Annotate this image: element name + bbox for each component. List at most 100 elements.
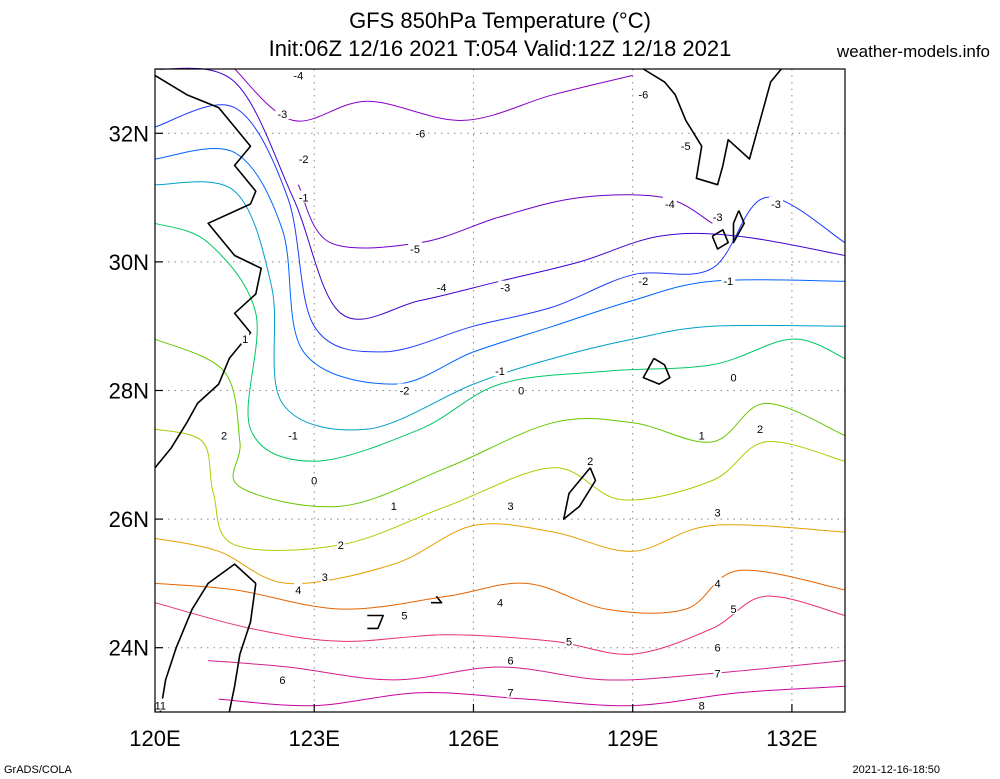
contour-label-bg (769, 197, 783, 210)
coastline (711, 229, 729, 250)
contour-label-bg (729, 602, 738, 615)
contour-line-2 (154, 428, 846, 551)
x-tick-label: 126E (448, 726, 499, 751)
contour-label-bg (389, 499, 398, 512)
grid-lines (154, 69, 845, 712)
contour-label: 5 (730, 604, 736, 616)
contour-label-bg (413, 126, 428, 139)
temperature-contours (154, 67, 846, 707)
contour-label-bg (291, 68, 306, 81)
contour-label: -2 (299, 154, 309, 166)
x-tick-label: 123E (289, 726, 340, 751)
contour-label: 5 (401, 611, 407, 623)
contour-label-bg (400, 608, 409, 621)
contour-label: 3 (322, 572, 328, 584)
contour-label: 3 (715, 508, 721, 520)
contour-label: -1 (495, 366, 505, 378)
contour-label-bg (697, 428, 706, 441)
contour-label-bg (713, 576, 722, 589)
contour-line--1 (154, 181, 846, 431)
contour-label-bg (275, 107, 290, 120)
footer-software: GrADS/COLA (4, 764, 72, 776)
site-watermark: weather-models.info (836, 42, 990, 61)
contour-line-4 (154, 569, 846, 614)
contour-line-3 (154, 523, 846, 585)
contour-line-7 (218, 685, 846, 707)
contour-label: 1 (699, 431, 705, 443)
coastline (228, 583, 257, 713)
contour-label-bg (678, 139, 693, 152)
contour-label-bg (713, 640, 722, 653)
contour-label: 1 (391, 501, 397, 513)
contour-label: 8 (699, 701, 705, 713)
x-tick-label: 120E (129, 726, 180, 751)
contour-label: 7 (508, 688, 514, 700)
contour-label: 2 (587, 456, 593, 468)
contour-label: -2 (638, 276, 648, 288)
contour-label-bg (498, 280, 513, 293)
contour-label-bg (713, 666, 722, 679)
contour-label: -4 (665, 199, 675, 211)
x-tick-label: 129E (607, 726, 658, 751)
y-tick-label: 24N (109, 636, 149, 661)
contour-label-bg (506, 499, 515, 512)
contour-label: -5 (681, 141, 691, 153)
contour-label-bg (729, 370, 738, 383)
contour-label-bg (713, 505, 722, 518)
contour-label: -2 (400, 386, 410, 398)
contour-label-bg (296, 190, 311, 203)
contour-label: 0 (518, 386, 524, 398)
coastline (159, 563, 257, 713)
contour-label: 2 (338, 540, 344, 552)
y-tick-label: 30N (109, 250, 149, 275)
contour-label-bg (697, 698, 706, 711)
contour-label-bg (493, 364, 507, 377)
contour-label-bg (636, 274, 651, 287)
contour-label: -3 (500, 283, 510, 295)
contour-label: -1 (723, 276, 733, 288)
contour-label-bg (586, 454, 595, 467)
contour-label: 4 (715, 578, 721, 590)
contour-line-6 (208, 660, 846, 681)
contour-label-bg (662, 197, 677, 210)
y-tick-label: 28N (109, 379, 149, 404)
contour-label: 11 (155, 701, 166, 713)
coastline (431, 595, 443, 604)
contour-line-5 (154, 595, 846, 655)
contour-labels: -6 -6 -5 -5 -4 -4 -4 -3 -3 -3 -3 -2 -2 -2 -1 -1 -1 -1 0 0 0 1… (153, 68, 783, 713)
coastline (562, 467, 597, 520)
contour-label: 4 (497, 598, 503, 610)
contour-label: -3 (277, 109, 287, 121)
contour-label: -3 (771, 199, 781, 211)
contour-line-0 (154, 222, 846, 462)
contour-label: -1 (288, 431, 298, 443)
contour-label-bg (397, 383, 412, 396)
contour-label: -6 (415, 128, 425, 140)
contour-label-bg (294, 582, 303, 595)
contour-label-bg (220, 428, 228, 441)
contour-label: 2 (221, 431, 227, 443)
contour-line--3 (154, 104, 846, 353)
contour-label-bg (241, 332, 250, 345)
contour-label-bg (153, 698, 168, 711)
chart-title: GFS 850hPa Temperature (°C) (349, 8, 651, 33)
contour-label: 6 (715, 643, 721, 655)
contour-label: 4 (295, 585, 301, 597)
contour-line--4 (154, 67, 846, 320)
contour-label-bg (710, 209, 725, 222)
coastline (642, 68, 782, 186)
contour-label: 5 (566, 636, 572, 648)
contour-label: -5 (410, 244, 420, 256)
contour-label: 0 (311, 476, 317, 488)
axis-ticks: 120E 123E 126E 129E 132E 24N 26N 28N 30N 32N (109, 121, 818, 751)
coastlines (154, 68, 782, 713)
contour-line-1 (154, 338, 846, 508)
contour-label-bg (721, 274, 736, 287)
contour-label-bg (565, 634, 573, 647)
contour-label-bg (320, 569, 329, 582)
chart-subtitle: Init:06Z 12/16 2021 T:054 Valid:12Z 12/1… (268, 36, 732, 61)
contour-label: 6 (279, 675, 285, 687)
contour-label: -1 (299, 193, 309, 205)
contour-label-bg (517, 383, 526, 396)
